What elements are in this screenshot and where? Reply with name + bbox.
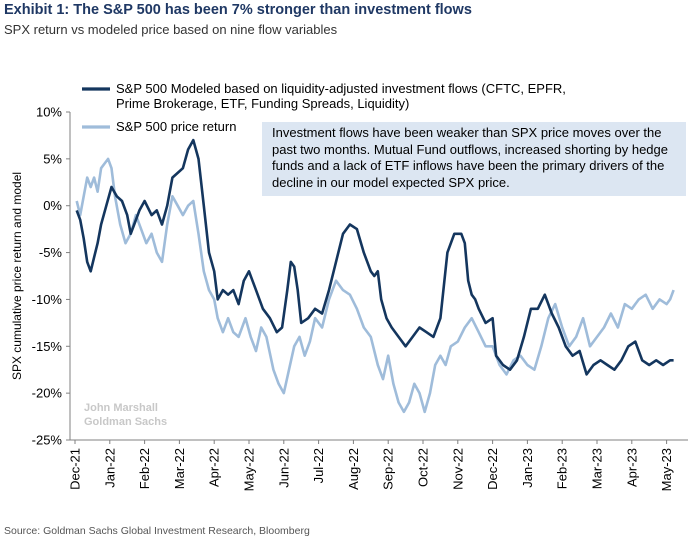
x-tick-label: May-22 [242,448,257,491]
x-tick-label: Jan-22 [102,448,117,488]
y-tick-label: -10% [32,292,63,307]
series-modeled-line [75,138,674,376]
y-tick-label: 5% [43,151,62,166]
series-price-line [75,157,675,414]
x-tick-label: May-23 [659,448,674,491]
watermark: John Marshall Goldman Sachs [84,401,167,429]
watermark-line-2: Goldman Sachs [84,416,168,428]
y-axis-label: SPX cumulative price return and model [10,172,24,380]
source-note: Source: Goldman Sachs Global Investment … [4,525,310,537]
x-tick-label: Dec-21 [68,448,83,490]
x-tick-label: Dec-22 [485,448,500,490]
series-layer [75,138,675,414]
legend: S&P 500 Modeled based on liquidity-adjus… [82,81,566,134]
watermark-line-1: John Marshall [84,402,158,414]
y-tick-label: -15% [32,339,63,354]
x-ticks: Dec-21 Jan-22 Feb-22 Mar-22 Apr-22 May-22 Jun-… [68,440,674,491]
plot-area: 10% 5% 0% -5% -10% -15% -20% -25% Dec-21 Jan-22 F… [32,105,688,491]
chart-subtitle: SPX return vs modeled price based on nin… [4,22,338,37]
x-tick-label: Feb-23 [555,448,570,489]
x-tick-label: Oct-22 [416,448,431,487]
x-tick-label: Mar-22 [172,448,187,489]
x-tick-label: Mar-23 [590,448,605,489]
x-tick-label: Sep-22 [381,448,396,490]
legend-label-price: S&P 500 price return [116,119,236,134]
x-tick-label: Apr-23 [624,448,639,487]
x-tick-label: Aug-22 [346,448,361,490]
y-tick-label: -25% [32,433,63,448]
x-tick-label: Apr-22 [207,448,222,487]
x-tick-label: Feb-22 [137,448,152,489]
y-ticks: 10% 5% 0% -5% -10% -15% -20% -25% [32,105,70,448]
x-tick-label: Jul-22 [311,448,326,483]
y-tick-label: -20% [32,386,63,401]
y-tick-label: 10% [36,105,62,120]
x-tick-label: Jan-23 [520,448,535,488]
legend-label-modeled-line1: S&P 500 Modeled based on liquidity-adjus… [116,81,566,96]
y-tick-label: -5% [39,245,63,260]
annotation-box: Investment flows have been weaker than S… [262,122,686,196]
x-tick-label: Nov-22 [450,448,465,490]
legend-label-modeled-line2: Prime Brokerage, ETF, Funding Spreads, L… [116,96,409,111]
x-tick-label: Jun-22 [276,448,291,488]
y-tick-label: 0% [43,198,62,213]
chart-title: Exhibit 1: The S&P 500 has been 7% stron… [4,2,472,18]
